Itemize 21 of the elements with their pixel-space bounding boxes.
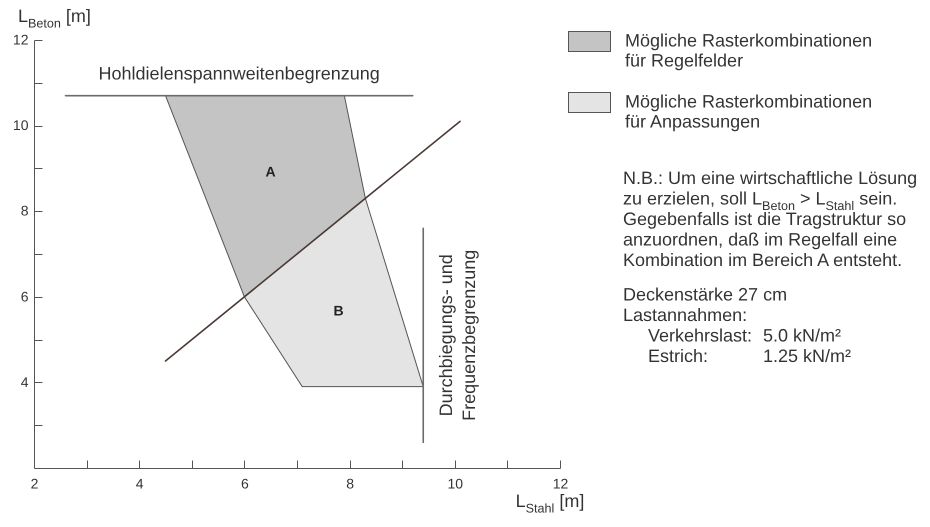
series-label: Hohldielenspannweitenbegrenzung: [98, 64, 380, 84]
y-tick-label: 10: [12, 117, 29, 134]
x-tick-label: 8: [346, 476, 354, 492]
text: Durchbiegungs- und Frequenzbegrenzung: [436, 250, 480, 421]
legend-label: Mögliche Rasterkombinationen für Anpassungen: [625, 92, 872, 132]
text: Lastannahmen:: [623, 305, 748, 325]
y-tick-label: 6: [20, 288, 29, 304]
x-tick-label: 6: [241, 476, 249, 492]
x-tick-label: 12: [552, 476, 568, 492]
annotation: B: [333, 302, 344, 318]
legend-label: Mögliche Rasterkombinationen für Regelfelder: [625, 30, 872, 70]
x-tick-label: 4: [136, 476, 144, 492]
y-tick-label: 8: [20, 202, 29, 219]
y-tick-label: 4: [20, 374, 29, 390]
x-tick-label: 10: [448, 476, 464, 492]
annotation: A: [265, 164, 276, 180]
text: Estrich: 1.25 kN/m²: [648, 346, 852, 366]
text: Deckenstärke 27 cm: [623, 284, 788, 304]
y-tick-label: 12: [12, 32, 29, 48]
text: Verkehrslast: 5.0 kN/m²: [648, 326, 842, 346]
x-tick-label: 2: [30, 476, 39, 492]
